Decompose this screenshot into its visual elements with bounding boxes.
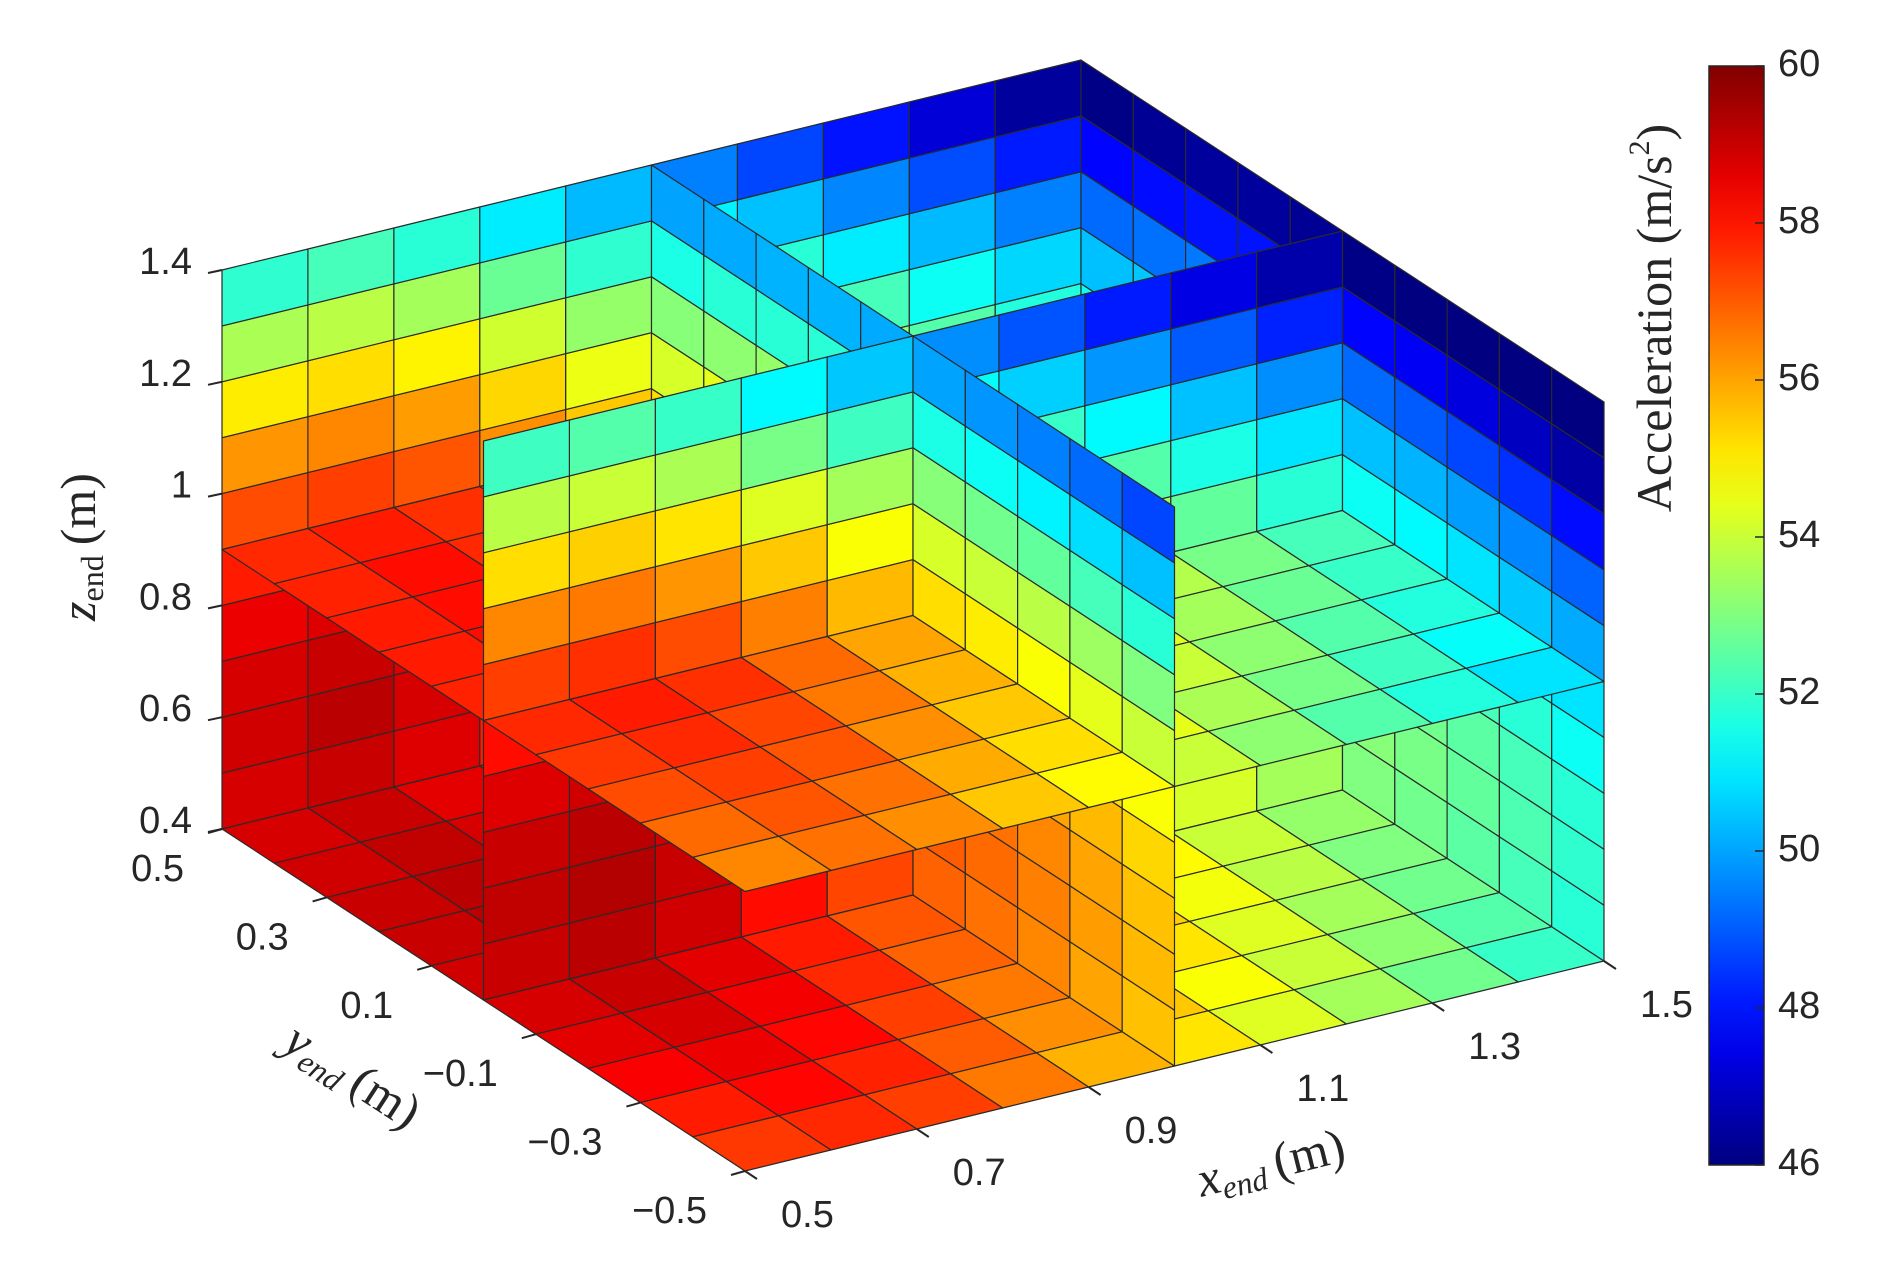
colorbar-label-text: Acceleration (m/s [1626, 155, 1682, 512]
slice-cell [1121, 472, 1176, 564]
x-tick-label: 0.7 [953, 1152, 1006, 1194]
y-tick [730, 1170, 746, 1176]
colorbar-tick-label: 54 [1778, 514, 1820, 556]
zlabel-symbol: z [50, 601, 106, 621]
z-tick-label: 0.6 [139, 688, 192, 730]
y-tick-label: −0.5 [632, 1190, 707, 1232]
z-tick-label: 0.8 [139, 576, 192, 618]
y-tick-label: −0.1 [423, 1053, 498, 1095]
colorbar-tick-label: 56 [1778, 357, 1820, 399]
z-tick-label: 1.2 [139, 353, 192, 395]
colorbar-tick-label: 50 [1778, 828, 1820, 870]
xlabel-subscript: end [1218, 1160, 1273, 1206]
slice-cell [1551, 367, 1605, 459]
y-tick-label: 0.3 [236, 916, 289, 958]
colorbar-tick-label: 60 [1778, 43, 1820, 85]
x-tick [1259, 1044, 1273, 1054]
colorbar-tick-label: 46 [1778, 1142, 1820, 1184]
z-tick-label: 1 [171, 465, 192, 507]
x-tick [916, 1128, 930, 1138]
x-tick-label: 0.5 [781, 1194, 834, 1236]
zlabel-unit: (m) [50, 473, 106, 545]
y-tick [207, 828, 223, 834]
slice-cell [221, 248, 309, 327]
slice-cell [482, 419, 571, 498]
x-tick [1603, 960, 1617, 970]
colorbar-label-superscript: 2 [1623, 140, 1656, 155]
slice-cell [692, 1115, 832, 1172]
x-tick-label: 0.9 [1125, 1110, 1178, 1152]
zlabel-axis-label: zend (m) [50, 473, 110, 622]
x-tick [1431, 1002, 1445, 1012]
y-tick-label: 0.5 [131, 848, 184, 890]
z-tick-label: 1.4 [139, 241, 192, 283]
x-tick [1088, 1086, 1102, 1096]
xlabel-unit: (m) [1267, 1117, 1351, 1189]
colorbar-tick-label: 58 [1778, 200, 1820, 242]
x-tick-label: 1.1 [1296, 1068, 1349, 1110]
z-tick [207, 269, 223, 274]
ylabel-axis-label: yend(m) [268, 1008, 431, 1143]
z-tick [207, 604, 223, 610]
slice-group [221, 59, 1605, 1172]
x-tick-label: 1.3 [1468, 1026, 1521, 1068]
z-tick [207, 380, 223, 386]
z-tick [207, 492, 223, 498]
slice-cell [692, 835, 832, 893]
y-tick-label: −0.3 [527, 1122, 602, 1164]
y-tick [521, 1033, 537, 1040]
colorbar-label-suffix: ) [1626, 124, 1682, 141]
colorbar-tick-label: 52 [1778, 671, 1820, 713]
ylabel-unit: (m) [340, 1054, 431, 1140]
z-tick [207, 716, 223, 722]
colorbar-tick-label: 48 [1778, 985, 1820, 1027]
xlabel-axis-label: xend(m) [1190, 1117, 1352, 1212]
y-tick [416, 964, 432, 971]
x-tick [744, 1170, 758, 1180]
y-tick-label: 0.1 [340, 985, 393, 1027]
colorbar [1708, 65, 1765, 1166]
y-tick [312, 896, 327, 903]
y-tick [626, 1101, 641, 1108]
x-tick-label: 1.5 [1640, 984, 1693, 1026]
colorbar-label: Acceleration (m/s2) [1623, 124, 1683, 512]
z-tick-label: 0.4 [139, 800, 192, 842]
zlabel-subscript: end [74, 555, 110, 601]
